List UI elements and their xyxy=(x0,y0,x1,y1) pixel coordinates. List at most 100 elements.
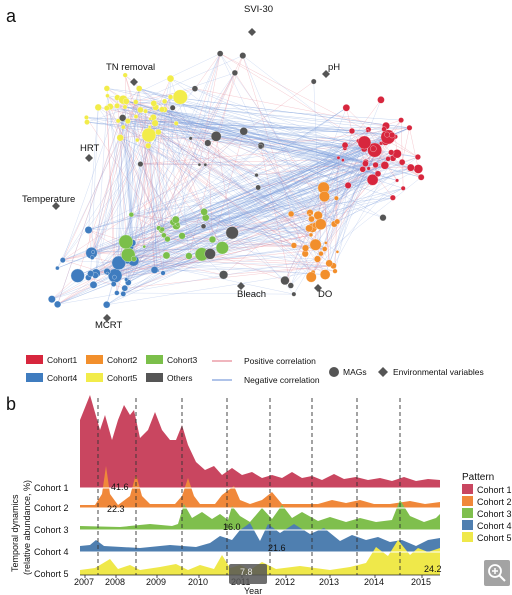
network-node xyxy=(103,105,110,111)
zoom-button[interactable] xyxy=(484,560,510,586)
ridge-cohort4 xyxy=(80,523,440,552)
pattern-label-2: Cohort 2 xyxy=(477,497,512,507)
legend-swatch-cohort3 xyxy=(146,355,163,364)
legend-label-cohort2: Cohort2 xyxy=(107,355,138,365)
network-node xyxy=(372,161,379,168)
network-node xyxy=(254,173,259,178)
ridge-cohort3 xyxy=(80,500,440,530)
panel-b-letter: b xyxy=(6,394,16,414)
legend-label-env: Environmental variables xyxy=(393,367,484,377)
row-label-cohort3: Cohort 3 xyxy=(34,525,69,535)
network-node xyxy=(385,156,391,162)
network-node xyxy=(155,129,162,136)
env-node-mcrt xyxy=(103,314,111,322)
network-node xyxy=(379,214,387,222)
pattern-legend: Pattern Cohort 1 Cohort 2 Cohort 3 Cohor… xyxy=(462,472,512,543)
network-node xyxy=(308,232,314,237)
network-node xyxy=(204,139,212,147)
legend-swatch-cohort4 xyxy=(26,373,43,382)
value-label-41-6: 41.6 xyxy=(111,482,129,492)
panel-a-letter: a xyxy=(6,6,17,26)
network-node xyxy=(366,174,379,186)
network-node xyxy=(114,102,120,109)
network-node xyxy=(334,218,341,225)
network-node xyxy=(374,170,382,177)
network-node xyxy=(191,85,199,92)
legend-label-mags: MAGs xyxy=(343,367,367,377)
network-node xyxy=(204,248,216,260)
network-node xyxy=(159,226,165,232)
network-node xyxy=(115,118,121,124)
network-node xyxy=(188,136,193,141)
ridge-cohort2 xyxy=(80,466,440,508)
network-node xyxy=(215,241,229,255)
legend-label-cohort1: Cohort1 xyxy=(47,355,78,365)
network-node xyxy=(150,100,157,107)
network-node xyxy=(291,291,297,297)
network-node xyxy=(309,238,322,251)
pattern-swatch-2 xyxy=(462,496,473,506)
network-node xyxy=(315,218,327,230)
network-node xyxy=(103,85,110,92)
value-label-7-8: 7.8 xyxy=(240,567,253,577)
network-node xyxy=(217,50,224,57)
network-node xyxy=(105,271,110,276)
network-node xyxy=(124,277,129,282)
network-node xyxy=(103,301,111,309)
legend-swatch-cohort1 xyxy=(26,355,43,364)
network-node xyxy=(167,94,174,100)
network-node xyxy=(290,242,297,249)
env-label-mcrt: MCRT xyxy=(95,320,122,331)
env-node-svi30 xyxy=(248,28,256,36)
network-node xyxy=(121,124,126,130)
env-variable-nodes xyxy=(52,28,330,322)
network-node xyxy=(122,104,128,110)
legend-label-cohort5: Cohort5 xyxy=(107,373,138,383)
network-node xyxy=(359,166,366,173)
network-node xyxy=(122,72,128,78)
network-node xyxy=(225,226,239,240)
network-node xyxy=(197,162,202,167)
row-label-cohort5: Cohort 5 xyxy=(34,569,69,579)
network-node xyxy=(335,250,340,254)
network-node xyxy=(171,215,180,224)
network-node xyxy=(388,149,395,156)
network-node xyxy=(55,265,60,271)
network-node xyxy=(310,78,317,85)
network-node xyxy=(133,114,139,119)
network-node xyxy=(142,244,146,249)
network-node xyxy=(398,117,404,123)
network-node xyxy=(151,119,159,127)
network-node xyxy=(124,118,131,124)
network-node xyxy=(381,126,387,132)
network-node xyxy=(380,161,389,170)
network-node xyxy=(118,234,134,250)
network-node xyxy=(308,213,312,217)
network-node xyxy=(54,300,62,308)
network-node xyxy=(169,104,176,111)
pattern-swatch-3 xyxy=(462,508,473,518)
tick-2012: 2012 xyxy=(275,577,295,587)
network-node xyxy=(178,232,186,240)
env-node-temp xyxy=(52,202,60,210)
network-node xyxy=(160,270,166,276)
network-node xyxy=(135,137,140,143)
env-label-do: DO xyxy=(318,289,332,300)
network-node xyxy=(344,181,352,189)
network-node xyxy=(314,255,321,263)
network-node xyxy=(114,290,120,296)
network-node xyxy=(210,131,222,142)
network-node xyxy=(336,156,341,160)
network-node xyxy=(231,69,238,76)
network-node xyxy=(366,166,371,171)
pattern-label-4: Cohort 4 xyxy=(477,521,512,531)
network-node xyxy=(141,127,157,143)
env-label-hrt: HRT xyxy=(80,143,100,154)
network-node xyxy=(319,269,331,280)
env-label-svi30: SVI-30 xyxy=(244,4,273,15)
env-node-tn xyxy=(130,78,138,86)
network-node xyxy=(318,251,324,257)
network-node xyxy=(348,127,356,135)
network-node xyxy=(172,89,188,105)
network-node xyxy=(137,161,144,167)
